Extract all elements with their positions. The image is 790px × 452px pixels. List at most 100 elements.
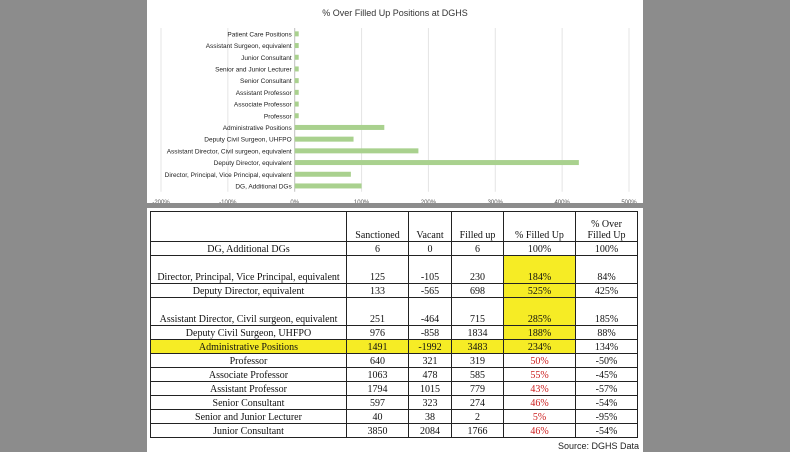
row-name: Deputy Director, equivalent: [150, 283, 347, 298]
table-row: Deputy Director, equivalent 133 -565 698…: [150, 283, 638, 298]
category-label: Deputy Civil Surgeon, UHFPO: [204, 137, 291, 144]
x-tick-label: -100%: [219, 200, 237, 203]
row-name: Assistant Director, Civil surgeon, equiv…: [150, 297, 347, 326]
row-sanctioned: 1794: [346, 381, 409, 396]
table-panel: Sanctioned Vacant Filled up % Filled Up …: [147, 208, 643, 452]
bar: [294, 160, 579, 166]
row-sanctioned: 40: [346, 409, 409, 424]
header-sanctioned: Sanctioned: [346, 211, 409, 242]
x-tick-label: 200%: [421, 200, 437, 203]
row-pct-filled: 46%: [503, 423, 576, 438]
row-vacant: 478: [408, 367, 452, 382]
row-pct-filled: 285%: [503, 297, 576, 326]
category-label: Patient Care Positions: [227, 31, 292, 38]
bar: [294, 171, 351, 177]
category-label: Assistant Surgeon, equivalent: [206, 43, 292, 50]
header-position: [150, 211, 347, 242]
category-label: Director, Principal, Vice Principal, equ…: [165, 172, 292, 179]
header-row: Sanctioned Vacant Filled up % Filled Up …: [150, 211, 638, 242]
category-label: Administrative Positions: [223, 125, 293, 132]
x-tick-label: 300%: [488, 200, 504, 203]
row-filled: 319: [451, 353, 504, 368]
row-filled: 1766: [451, 423, 504, 438]
bar: [294, 124, 385, 130]
row-vacant: -858: [408, 325, 452, 340]
x-tick-label: 500%: [621, 200, 637, 203]
bar: [294, 101, 299, 107]
row-sanctioned: 251: [346, 297, 409, 326]
x-tick-label: 0%: [290, 200, 299, 203]
positions-table: Sanctioned Vacant Filled up % Filled Up …: [150, 211, 638, 438]
chart-title: % Over Filled Up Positions at DGHS: [322, 8, 468, 18]
category-label: Deputy Director, equivalent: [214, 160, 292, 167]
header-pct-over-line1: % Over: [591, 219, 622, 230]
x-tick-labels: -200% -100% 0% 100% 200% 300% 400% 500%: [152, 200, 637, 203]
row-sanctioned: 3850: [346, 423, 409, 438]
bar: [294, 78, 299, 84]
row-filled: 585: [451, 367, 504, 382]
bar: [294, 31, 299, 37]
category-label: Associate Professor: [234, 102, 293, 109]
bar: [294, 43, 299, 49]
row-name: Associate Professor: [150, 367, 347, 382]
category-label: Junior Consultant: [241, 55, 292, 62]
row-filled: 2: [451, 409, 504, 424]
row-sanctioned: 597: [346, 395, 409, 410]
table-row: DG, Additional DGs 6 0 6 100% 100%: [150, 241, 638, 256]
row-filled: 6: [451, 241, 504, 256]
table-row: Associate Professor 1063 478 585 55% -45…: [150, 367, 638, 382]
row-filled: 3483: [451, 339, 504, 354]
category-labels: Patient Care Positions Assistant Surgeon,…: [165, 31, 293, 190]
row-sanctioned: 976: [346, 325, 409, 340]
table-row: Junior Consultant 3850 2084 1766 46% -54…: [150, 423, 638, 438]
row-pct-over: 425%: [575, 283, 638, 298]
chart-panel: % Over Filled Up Positions at DGHS Patie…: [147, 0, 643, 203]
source-note: Source: DGHS Data: [557, 441, 639, 451]
row-sanctioned: 1063: [346, 367, 409, 382]
row-pct-over: 84%: [575, 255, 638, 284]
header-vacant: Vacant: [408, 211, 452, 242]
row-sanctioned: 640: [346, 353, 409, 368]
row-pct-over: -45%: [575, 367, 638, 382]
row-sanctioned: 133: [346, 283, 409, 298]
table-row: Senior Consultant 597 323 274 46% -54%: [150, 395, 638, 410]
row-pct-over: -95%: [575, 409, 638, 424]
row-pct-filled: 43%: [503, 381, 576, 396]
category-label: DG, Additional DGs: [235, 183, 292, 190]
row-name: Administrative Positions: [150, 339, 347, 354]
bar: [294, 113, 299, 119]
row-name: DG, Additional DGs: [150, 241, 347, 256]
header-pct-filled: % Filled Up: [503, 211, 576, 242]
gridlines: [160, 28, 630, 192]
row-pct-filled: 55%: [503, 367, 576, 382]
row-vacant: -464: [408, 297, 452, 326]
row-pct-over: -50%: [575, 353, 638, 368]
category-label: Senior Consultant: [240, 78, 292, 85]
x-tick-label: 400%: [554, 200, 570, 203]
bar: [294, 183, 362, 189]
bar: [294, 66, 299, 72]
category-label: Senior and Junior Lecturer: [215, 66, 292, 73]
row-name: Assistant Professor: [150, 381, 347, 396]
bar: [294, 136, 354, 142]
row-pct-filled: 50%: [503, 353, 576, 368]
row-pct-over: -54%: [575, 395, 638, 410]
table-row-highlighted: Administrative Positions 1491 -1992 3483…: [150, 339, 638, 354]
row-filled: 698: [451, 283, 504, 298]
row-pct-filled: 184%: [503, 255, 576, 284]
row-pct-over: 100%: [575, 241, 638, 256]
row-sanctioned: 6: [346, 241, 409, 256]
bars: [294, 31, 579, 189]
row-sanctioned: 125: [346, 255, 409, 284]
row-vacant: 2084: [408, 423, 452, 438]
row-pct-filled: 188%: [503, 325, 576, 340]
table-row: Deputy Civil Surgeon, UHFPO 976 -858 183…: [150, 325, 638, 340]
row-pct-over: 134%: [575, 339, 638, 354]
row-vacant: -1992: [408, 339, 452, 354]
row-name: Senior and Junior Lecturer: [150, 409, 347, 424]
row-filled: 230: [451, 255, 504, 284]
row-vacant: 38: [408, 409, 452, 424]
row-pct-filled: 46%: [503, 395, 576, 410]
row-sanctioned: 1491: [346, 339, 409, 354]
